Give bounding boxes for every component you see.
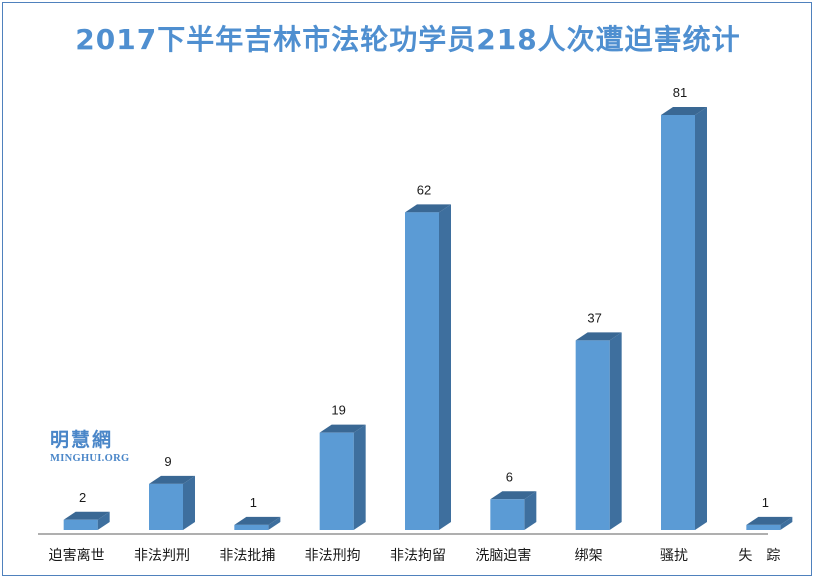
bar-top-0 [63,511,110,520]
data-label-6: 37 [587,310,601,325]
data-label-7: 81 [673,85,687,100]
minghui-watermark: 明慧網 MINGHUI.ORG [50,425,140,464]
category-label-3: 非法刑拘 [305,548,361,564]
bar-top-7 [661,107,707,115]
watermark-en: MINGHUI.ORG [50,453,130,464]
bar-top-1 [149,475,195,484]
bar-side-6 [609,332,622,530]
chart-title: 2017下半年吉林市法轮功学员218人次遭迫害统计 [75,23,741,56]
bar-1 [149,483,183,530]
bar-side-7 [695,107,707,530]
category-label-7: 骚扰 [660,548,688,564]
data-label-8: 1 [762,495,769,510]
bar-top-4 [405,204,451,213]
bar-6 [575,340,610,530]
bar-side-2 [268,516,281,530]
bar-side-3 [353,424,366,530]
bar-side-1 [183,475,195,530]
bar-7 [661,115,695,530]
bar-5 [490,499,525,530]
bar-side-5 [524,491,537,530]
bar-0 [63,519,98,530]
category-label-1: 非法判刑 [134,548,190,564]
category-label-0: 迫害离世 [49,547,105,564]
category-label-2: 非法批捕 [219,548,275,564]
data-label-2: 1 [250,495,257,510]
bar-side-4 [439,204,451,530]
category-label-5: 洗脑迫害 [475,548,531,564]
bar-top-6 [575,332,622,341]
bar-2 [234,524,269,530]
data-label-1: 9 [164,454,171,469]
data-label-4: 62 [417,182,431,197]
data-label-5: 6 [506,469,513,484]
data-label-3: 19 [331,403,345,418]
category-label-4: 非法拘留 [390,548,446,564]
bar-side-0 [97,511,110,530]
bar-side-8 [780,516,793,530]
watermark-cn: 明慧網 [50,429,114,451]
bar-3 [319,432,354,530]
data-label-0: 2 [79,490,86,505]
bar-top-8 [746,516,793,525]
category-label-6: 绑架 [575,548,603,564]
bar-top-3 [319,424,366,433]
bar-8 [746,524,781,530]
bar-top-2 [234,516,281,525]
bar-4 [405,212,439,530]
bar-top-5 [490,491,537,500]
category-label-8: 失 踪 [738,548,780,564]
